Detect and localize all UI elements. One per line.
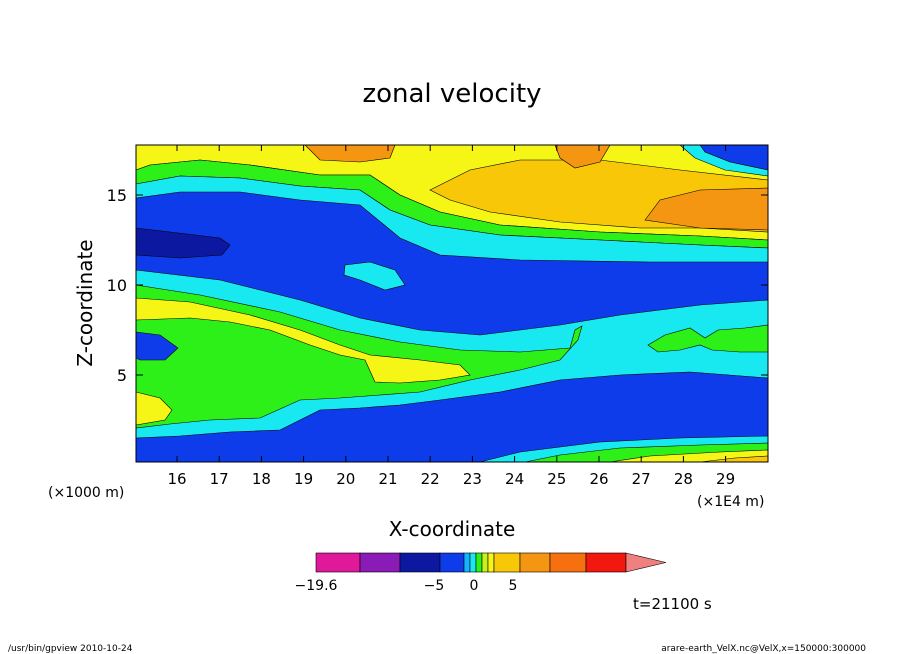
x-tick-label: 17 [210,470,229,488]
x-tick-label: 21 [378,470,397,488]
colorbar-label: 5 [509,578,518,594]
x-axis-label: X-coordinate [389,517,516,541]
x-tick-label: 23 [463,470,482,488]
y-tick-label: 15 [107,186,127,205]
x-tick-label: 19 [294,470,313,488]
y-axis-label: Z-coordinate [73,239,97,366]
colorbar-cell [585,552,627,573]
colorbar [315,552,667,573]
middle-yellow-region [135,297,471,384]
colorbar-cell [359,552,401,573]
cyan-island [343,261,406,291]
colorbar-cell [469,552,477,573]
dark-blue-blob [135,227,231,259]
x-tick-label: 18 [252,470,271,488]
x-tick-label: 20 [336,470,355,488]
x-tick-label: 27 [632,470,651,488]
footer-left: /usr/bin/gpview 2010-10-24 [8,644,133,654]
colorbar-label: −19.6 [295,578,338,594]
colorbar-label: −5 [424,578,445,594]
colorbar-cell [315,552,361,573]
colorbar-cell [463,552,471,573]
x-unit-right: (×1E4 m) [697,494,764,510]
colorbar-label: 0 [470,578,479,594]
y-axis-ticks: 5 10 15 [107,186,768,385]
x-tick-label: 26 [589,470,608,488]
plot-area [135,144,769,463]
x-tick-label: 25 [547,470,566,488]
colorbar-cell [519,552,551,573]
colorbar-cell [549,552,587,573]
time-label: t=21100 s [633,595,712,613]
x-tick-label: 28 [674,470,693,488]
x-tick-label: 24 [505,470,524,488]
x-axis-ticks: 16 17 18 19 20 21 22 23 24 25 26 27 28 29 [167,145,735,488]
colorbar-cell [399,552,441,573]
x-tick-label: 16 [167,470,186,488]
colorbar-cell [439,552,465,573]
x-tick-label: 29 [716,470,735,488]
colorbar-extend-arrow [625,552,667,573]
x-tick-label: 22 [421,470,440,488]
plot-frame [135,144,769,463]
colorbar-cell [487,552,495,573]
colorbar-cell [481,552,489,573]
colorbar-cell [493,552,521,573]
chart-title: zonal velocity [362,79,541,109]
colorbar-cell [475,552,483,573]
footer-right: arare-earth_VelX.nc@VelX,x=150000:300000 [661,644,866,654]
y-tick-label: 10 [107,276,127,295]
x-unit-left: (×1000 m) [48,485,124,501]
y-tick-label: 5 [117,366,127,385]
colorbar-labels: −19.6 −5 0 5 [295,578,518,594]
